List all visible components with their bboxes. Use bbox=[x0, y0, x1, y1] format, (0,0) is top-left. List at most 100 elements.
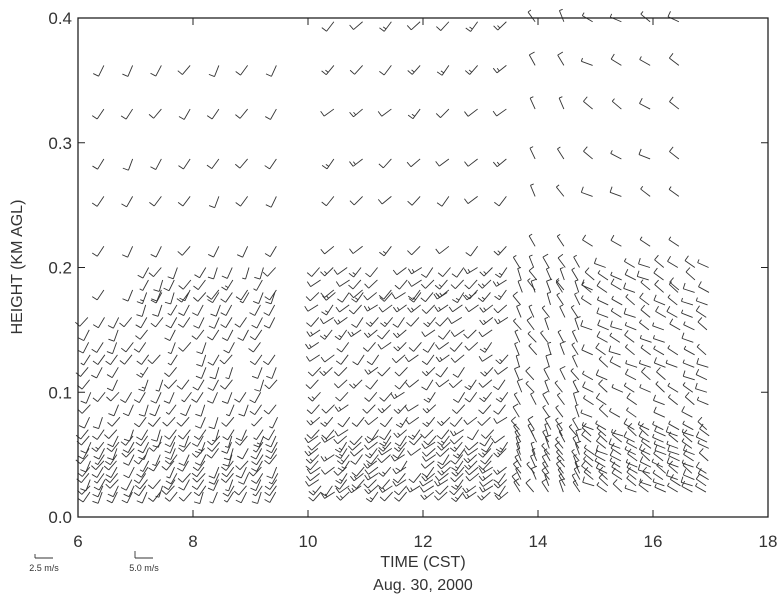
wind-barb bbox=[609, 332, 621, 343]
wind-barb bbox=[581, 12, 593, 23]
wind-barb bbox=[80, 354, 91, 366]
wind-barb bbox=[437, 435, 450, 446]
wind-barb bbox=[178, 454, 190, 466]
wind-barb bbox=[582, 234, 593, 247]
wind-barb bbox=[107, 317, 120, 329]
wind-barb bbox=[378, 289, 392, 300]
wind-barb bbox=[335, 485, 350, 494]
wind-barb bbox=[451, 491, 464, 502]
wind-barb bbox=[237, 329, 249, 341]
wind-barb bbox=[393, 404, 407, 414]
wind-barb bbox=[164, 292, 175, 305]
wind-barb bbox=[405, 379, 420, 388]
wind-barb bbox=[556, 184, 565, 197]
wind-barb bbox=[122, 289, 134, 302]
wind-barb bbox=[334, 429, 349, 437]
wind-barb bbox=[177, 65, 191, 75]
wind-barb bbox=[478, 404, 492, 415]
wind-barb bbox=[254, 379, 265, 392]
wind-barb bbox=[540, 330, 549, 343]
wind-barb bbox=[208, 417, 219, 430]
wind-barb bbox=[525, 478, 535, 493]
wind-barb bbox=[559, 365, 566, 380]
wind-barb bbox=[80, 441, 92, 454]
wind-barb bbox=[596, 331, 608, 343]
wind-barb bbox=[379, 429, 392, 441]
wind-barb bbox=[251, 416, 263, 427]
wind-barb bbox=[364, 279, 378, 289]
wind-barb bbox=[149, 196, 162, 207]
wind-barb bbox=[349, 289, 363, 299]
wind-barb bbox=[574, 404, 580, 418]
wind-barb bbox=[223, 342, 235, 354]
wind-barb bbox=[495, 391, 509, 403]
wind-barb bbox=[542, 404, 550, 418]
wind-barb bbox=[573, 254, 580, 268]
wind-barb bbox=[583, 444, 595, 455]
wind-barb bbox=[366, 454, 379, 465]
wind-barb bbox=[167, 267, 178, 280]
wind-barb bbox=[544, 422, 549, 437]
wind-barb bbox=[419, 479, 434, 487]
wind-barb bbox=[684, 255, 696, 268]
wind-barb bbox=[379, 491, 393, 502]
wind-barb bbox=[107, 448, 118, 461]
wind-barb bbox=[405, 416, 420, 425]
wind-barb bbox=[626, 467, 637, 480]
wind-barb bbox=[515, 354, 521, 368]
wind-barb bbox=[581, 422, 594, 431]
y-tick-label: 0.2 bbox=[48, 259, 72, 278]
wind-barb bbox=[580, 57, 593, 66]
wind-barb bbox=[529, 96, 536, 110]
wind-barb bbox=[347, 485, 362, 494]
wind-barb bbox=[624, 268, 637, 281]
wind-barb bbox=[263, 354, 276, 366]
wind-barb bbox=[681, 428, 694, 437]
wind-barb bbox=[407, 279, 422, 287]
wind-barb bbox=[92, 491, 103, 504]
wind-barb bbox=[362, 404, 376, 414]
wind-barb bbox=[364, 435, 379, 444]
wind-barb bbox=[225, 404, 235, 417]
wind-barb bbox=[119, 354, 133, 365]
wind-barb bbox=[162, 416, 176, 427]
wind-barb bbox=[192, 304, 204, 316]
wind-barb bbox=[611, 384, 624, 393]
wind-barb bbox=[437, 329, 451, 340]
wind-barb bbox=[493, 479, 508, 489]
wind-barb bbox=[264, 289, 277, 301]
wind-barb bbox=[364, 466, 379, 475]
wind-barb bbox=[423, 392, 436, 403]
wind-barb bbox=[165, 404, 177, 415]
wind-barb bbox=[364, 391, 378, 402]
wind-barb bbox=[452, 448, 466, 459]
wind-barb bbox=[91, 466, 104, 478]
wind-barb bbox=[149, 404, 161, 417]
wind-barb bbox=[436, 65, 450, 76]
wind-barb bbox=[306, 466, 321, 475]
wind-barb bbox=[404, 404, 419, 412]
wind-barb bbox=[123, 429, 134, 442]
wind-barb bbox=[420, 279, 435, 289]
wind-barb bbox=[209, 491, 218, 504]
date-subtitle: Aug. 30, 2000 bbox=[373, 577, 473, 594]
wind-barb bbox=[493, 379, 506, 391]
wind-barb bbox=[319, 329, 333, 340]
wind-barb bbox=[233, 485, 247, 496]
wind-barb bbox=[406, 485, 421, 493]
wind-barb bbox=[639, 236, 651, 247]
wind-barb bbox=[235, 491, 247, 504]
wind-barb bbox=[161, 485, 175, 495]
wind-barb bbox=[133, 485, 147, 497]
wind-barb bbox=[448, 379, 463, 389]
wind-barb bbox=[462, 485, 477, 494]
wind-barb bbox=[557, 146, 565, 160]
wind-barb bbox=[349, 435, 363, 446]
wind-barb bbox=[106, 441, 120, 453]
wind-barb bbox=[220, 304, 233, 316]
wind-barb bbox=[451, 460, 464, 472]
wind-barb bbox=[193, 491, 204, 504]
wind-barb bbox=[554, 441, 564, 455]
wind-barb bbox=[668, 420, 680, 431]
wind-barb bbox=[264, 158, 277, 170]
